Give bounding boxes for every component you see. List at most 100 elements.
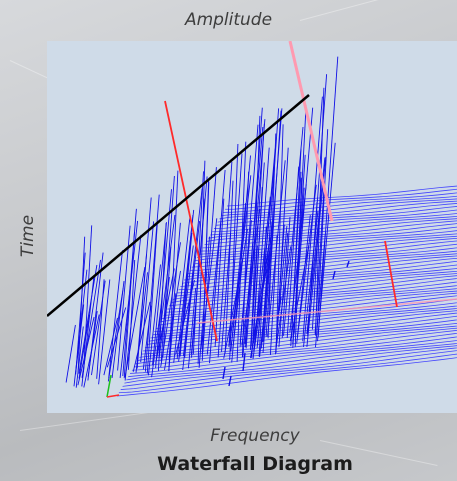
spectrum-spike	[283, 126, 304, 336]
spectrum-spike	[96, 279, 105, 379]
floor-slice-trace	[146, 310, 457, 345]
floor-slice-trace	[124, 345, 457, 384]
floor-slice-trace	[189, 243, 457, 271]
pink-floor-axis-line	[196, 298, 457, 324]
black-axis-line	[47, 94, 310, 317]
spectrum-spike	[206, 218, 222, 355]
frequency-axis-label: Frequency	[210, 426, 300, 446]
floor-slice-trace	[163, 285, 457, 316]
red-vertical-axis-line	[164, 100, 218, 342]
floor-slice-trace	[191, 240, 457, 268]
spectrum-spike	[291, 148, 302, 339]
floor-slice-trace	[128, 340, 457, 378]
floor-slice-trace	[130, 336, 457, 374]
spectrum-spike	[217, 161, 233, 358]
spectrum-spike	[275, 246, 292, 350]
floor-slice-trace	[226, 185, 457, 207]
spectrum-spike	[83, 225, 93, 373]
floor-spike	[332, 270, 336, 280]
green-origin-axis	[106, 374, 112, 398]
spectrum-spike	[252, 254, 269, 360]
spectrum-spike	[239, 124, 259, 347]
spectrum-spike	[160, 242, 181, 368]
spectrum-spike	[175, 279, 195, 355]
spectrum-spike	[289, 184, 307, 333]
spectrum-spike	[317, 56, 339, 337]
floor-slice-trace	[118, 353, 457, 394]
floor-slice-trace	[217, 200, 457, 223]
floor-spike	[222, 366, 226, 380]
spectrum-spike	[144, 194, 160, 372]
spectrum-spike	[122, 208, 137, 377]
spectrum-spike	[132, 301, 151, 372]
spectrum-spike	[124, 234, 142, 381]
spectrum-spike	[230, 203, 247, 352]
spectrum-spike	[108, 250, 123, 378]
floor-slice-trace	[131, 332, 457, 371]
floor-slice-trace	[200, 226, 457, 252]
floor-slice-trace	[215, 203, 457, 226]
spectrum-spike	[262, 108, 283, 354]
floor-spike	[278, 296, 282, 312]
spectrum-spike	[179, 232, 193, 357]
spectrum-spike	[316, 129, 329, 335]
spectrum-spike	[168, 222, 181, 359]
floor-slice-trace	[210, 213, 457, 236]
spectrum-spike	[78, 264, 98, 374]
floor-slice-trace	[135, 327, 457, 365]
floor-slice-trace	[122, 347, 457, 387]
waterfall-plot-area[interactable]	[47, 41, 457, 413]
spectrum-spike	[127, 259, 136, 370]
spectrum-spike	[306, 156, 327, 348]
spectrum-spike	[75, 326, 84, 388]
floor-slice-trace	[137, 325, 457, 361]
spectrum-spike	[147, 264, 161, 376]
spectrum-spike	[296, 184, 317, 344]
axis-lines-group	[47, 41, 457, 398]
spectrum-spike	[315, 234, 326, 348]
spectrum-spike	[202, 167, 217, 353]
spectrum-spike	[229, 143, 239, 361]
spectrum-spike	[286, 166, 300, 339]
floor-slice-trace	[165, 281, 457, 313]
floor-slice-trace	[202, 223, 457, 249]
spectrum-spike	[124, 266, 146, 378]
floor-slice-trace	[193, 237, 457, 265]
red-origin-axis	[106, 394, 120, 398]
spectrum-spike	[224, 180, 234, 354]
spectrum-spike	[201, 181, 210, 355]
spectrum-spike	[292, 187, 305, 344]
spectrum-spike	[197, 160, 206, 365]
floor-slice-trace	[157, 292, 457, 326]
spike-traces-group	[65, 56, 350, 388]
spectrum-spike	[106, 307, 127, 368]
spectrum-spike	[107, 288, 124, 382]
spectrum-spike	[136, 197, 152, 369]
spectrum-spike	[140, 221, 155, 363]
spectrum-spike	[250, 237, 271, 357]
spectrum-spike	[158, 277, 170, 359]
spectrum-spike	[307, 201, 318, 337]
spectrum-spike	[65, 324, 76, 383]
spectrum-spike	[250, 115, 261, 346]
spectrum-spike	[241, 208, 261, 346]
floor-slice-trace	[120, 350, 457, 390]
spectrum-spike	[296, 215, 311, 337]
spectrum-spike	[261, 221, 273, 341]
spectrum-spike	[75, 252, 86, 375]
spectrum-spike	[184, 271, 194, 358]
floor-slice-trace	[182, 255, 457, 284]
spectrum-spike	[146, 221, 158, 374]
spectrum-spike	[103, 317, 118, 376]
chart-title: Waterfall Diagram	[157, 453, 353, 475]
spectrum-spike	[151, 300, 163, 378]
floor-slice-trace	[116, 357, 457, 397]
floor-slice-trace	[172, 270, 457, 300]
spectrum-spike	[190, 176, 208, 354]
floor-slice-trace	[212, 209, 457, 233]
spectrum-spike	[278, 232, 289, 348]
waterfall-chart[interactable]	[47, 41, 457, 413]
floor-slice-trace	[223, 192, 457, 213]
spectrum-spike	[214, 198, 225, 348]
spectrum-spike	[155, 268, 175, 364]
